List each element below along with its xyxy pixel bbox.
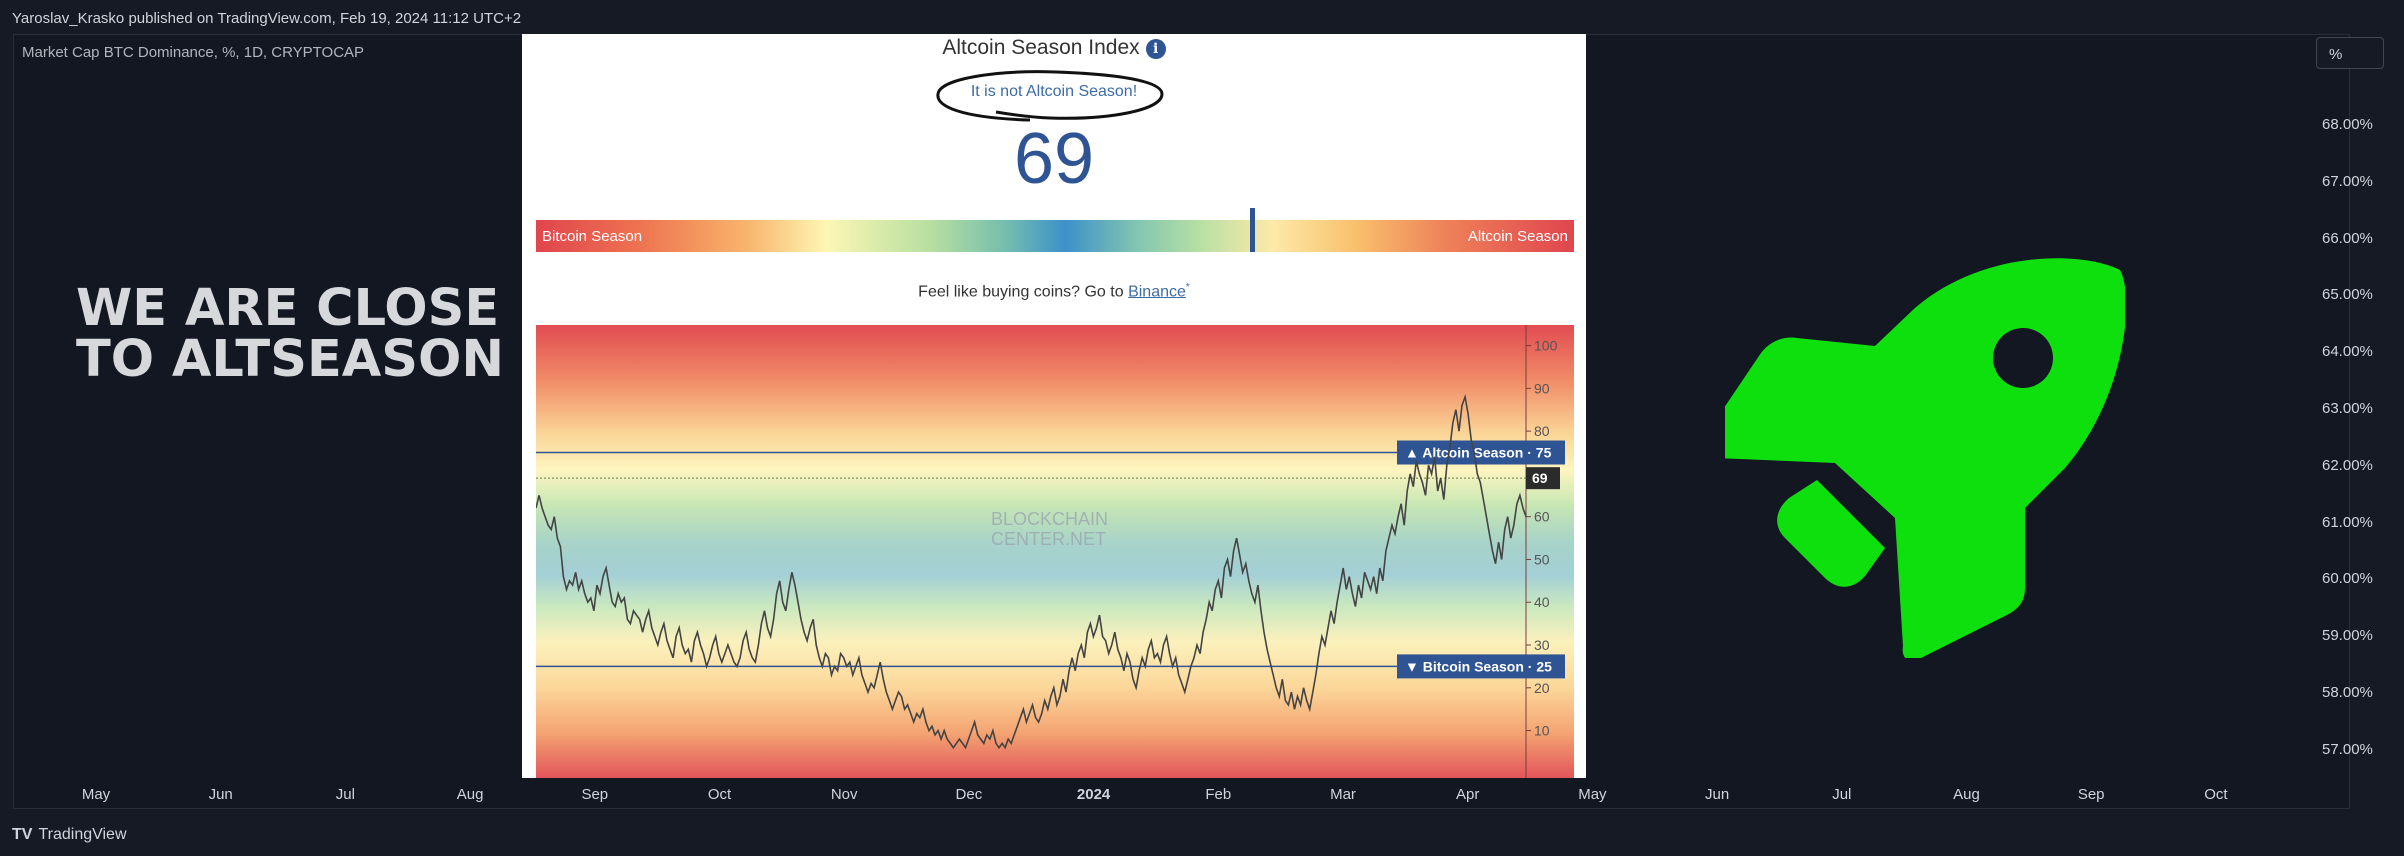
time-tick: Oct <box>707 786 732 803</box>
current-value-label: 69 <box>1532 470 1548 486</box>
time-tick: Oct <box>2204 786 2228 803</box>
time-tick: Dec <box>955 786 983 803</box>
price-tick: 61.00% <box>2322 513 2373 531</box>
y-tick-label: 80 <box>1534 423 1550 439</box>
headline-line-1: WE ARE CLOSE <box>76 279 500 338</box>
headline: WE ARE CLOSE TO ALTSEASON <box>76 283 504 385</box>
season-index-chart[interactable]: BLOCKCHAINCENTER.NET10090807060504030201… <box>536 325 1574 778</box>
price-tick: 60.00% <box>2322 570 2373 588</box>
info-icon[interactable]: i <box>1145 39 1166 59</box>
season-gauge: Bitcoin Season Altcoin Season <box>536 208 1574 252</box>
time-tick: Jul <box>335 786 355 803</box>
series-line <box>536 393 1527 750</box>
watermark-text: CENTER.NET <box>991 529 1106 549</box>
y-tick-label: 40 <box>1534 594 1550 610</box>
binance-sup: * <box>1185 282 1190 293</box>
footer: TV TradingView <box>0 818 2404 856</box>
gauge-marker <box>1250 208 1256 252</box>
price-tick: 57.00% <box>2322 740 2373 758</box>
time-tick: Sep <box>581 786 609 803</box>
chart-background <box>536 325 1574 778</box>
price-tick: 64.00% <box>2322 343 2373 361</box>
y-tick-label: 100 <box>1534 338 1558 354</box>
tv-brand: TradingView <box>38 826 127 843</box>
time-tick: Jul <box>1832 786 1852 803</box>
price-tick: 68.00% <box>2322 116 2373 133</box>
tv-logo-mark: TV <box>12 826 33 843</box>
price-tick: 62.00% <box>2322 456 2373 474</box>
time-tick: Jun <box>208 786 233 803</box>
price-tick: 67.00% <box>2322 172 2373 190</box>
time-tick: Apr <box>1456 786 1480 803</box>
time-tick: Feb <box>1205 786 1232 803</box>
reference-label: ▲ Altcoin Season · 75 <box>1405 445 1552 461</box>
time-tick: Aug <box>456 786 484 803</box>
buy-text: Feel like buying coins? Go to <box>918 283 1124 301</box>
headline-line-2: TO ALTSEASON <box>76 330 505 389</box>
index-value: 69 <box>1013 119 1095 199</box>
season-status: It is not Altcoin Season! <box>970 83 1138 100</box>
y-tick-label: 90 <box>1534 380 1550 396</box>
price-tick: 66.00% <box>2322 229 2373 247</box>
gauge-left-label: Bitcoin Season <box>542 228 643 245</box>
handdrawn-ellipse <box>936 70 1164 122</box>
publisher-line: Yaroslav_Krasko published on TradingView… <box>12 10 522 27</box>
y-tick-label: 30 <box>1534 637 1550 653</box>
time-tick: Sep <box>2077 786 2105 803</box>
y-tick-label: 60 <box>1534 509 1550 525</box>
panel-title: Altcoin Season Index i <box>522 36 1586 60</box>
buy-coins-line: Feel like buying coins? Go to Binance* <box>522 282 1586 301</box>
y-tick-label: 20 <box>1534 680 1550 696</box>
y-tick-label: 50 <box>1534 551 1550 567</box>
symbol-label[interactable]: Market Cap BTC Dominance, %, 1D, CRYPTOC… <box>22 44 365 61</box>
time-tick: Mar <box>1330 786 1356 803</box>
time-tick: May <box>1578 786 1607 803</box>
tradingview-logo[interactable]: TV TradingView <box>12 826 127 844</box>
watermark-text: BLOCKCHAIN <box>991 509 1108 529</box>
reference-label-box <box>1397 654 1565 679</box>
altcoin-season-panel: Altcoin Season Index i It is not Altcoin … <box>522 34 1586 778</box>
price-tick: 65.00% <box>2322 286 2373 304</box>
gauge-right-label: Altcoin Season <box>1467 228 1568 245</box>
current-value-box <box>1526 467 1560 490</box>
reference-label-box <box>1397 440 1565 465</box>
time-tick: Jun <box>1705 786 1730 803</box>
rocket-icon <box>1725 258 2125 658</box>
panel-title-text: Altcoin Season Index <box>942 36 1140 59</box>
time-tick: May <box>81 786 111 803</box>
price-tick: 63.00% <box>2322 400 2373 417</box>
price-tick: 59.00% <box>2322 627 2373 645</box>
publish-header: Yaroslav_Krasko published on TradingView… <box>0 0 2404 34</box>
y-tick-label: 10 <box>1534 723 1550 739</box>
time-tick: 2024 <box>1076 786 1111 803</box>
reference-label: ▼ Bitcoin Season · 25 <box>1405 658 1552 674</box>
time-tick: Aug <box>1953 786 1980 803</box>
percent-scale-button[interactable]: % <box>2316 37 2384 69</box>
binance-link[interactable]: Binance <box>1128 283 1186 301</box>
price-tick: 58.00% <box>2322 684 2373 701</box>
time-tick: Nov <box>830 786 858 803</box>
